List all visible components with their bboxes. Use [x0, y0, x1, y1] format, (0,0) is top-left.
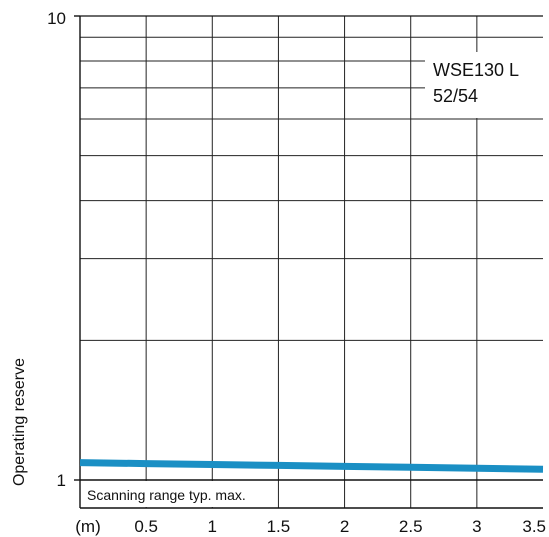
- annotation-text: Scanning range typ. max.: [87, 487, 246, 503]
- axis-labels: (m) Operating reserve: [11, 358, 101, 536]
- x-tick-label: 1.5: [267, 517, 291, 536]
- annotations: Scanning range typ. max.: [81, 481, 277, 507]
- x-tick-label: 3.5: [522, 517, 546, 536]
- x-tick-label: 0.5: [134, 517, 158, 536]
- legend-box: [425, 52, 543, 118]
- x-tick-label: 2.5: [399, 517, 423, 536]
- legend-text-line: 52/54: [433, 86, 478, 106]
- y-axis-label: Operating reserve: [11, 358, 28, 486]
- x-tick-label: 1: [208, 517, 217, 536]
- series-line: [79, 459, 544, 473]
- x-tick-label: 3: [472, 517, 481, 536]
- legend: WSE130 L 52/54: [425, 52, 543, 118]
- tick-labels: 0.5 1 1.5 2 2.5 3 3.5 1 10: [47, 9, 546, 536]
- y-tick-label: 1: [57, 471, 66, 490]
- legend-text-line: WSE130 L: [433, 60, 519, 80]
- y-tick-label: 10: [47, 9, 66, 28]
- data-series: [79, 459, 544, 473]
- annotation-box: [81, 481, 277, 507]
- axes: [74, 15, 543, 509]
- x-axis-label: (m): [75, 517, 100, 536]
- x-tick-label: 2: [340, 517, 349, 536]
